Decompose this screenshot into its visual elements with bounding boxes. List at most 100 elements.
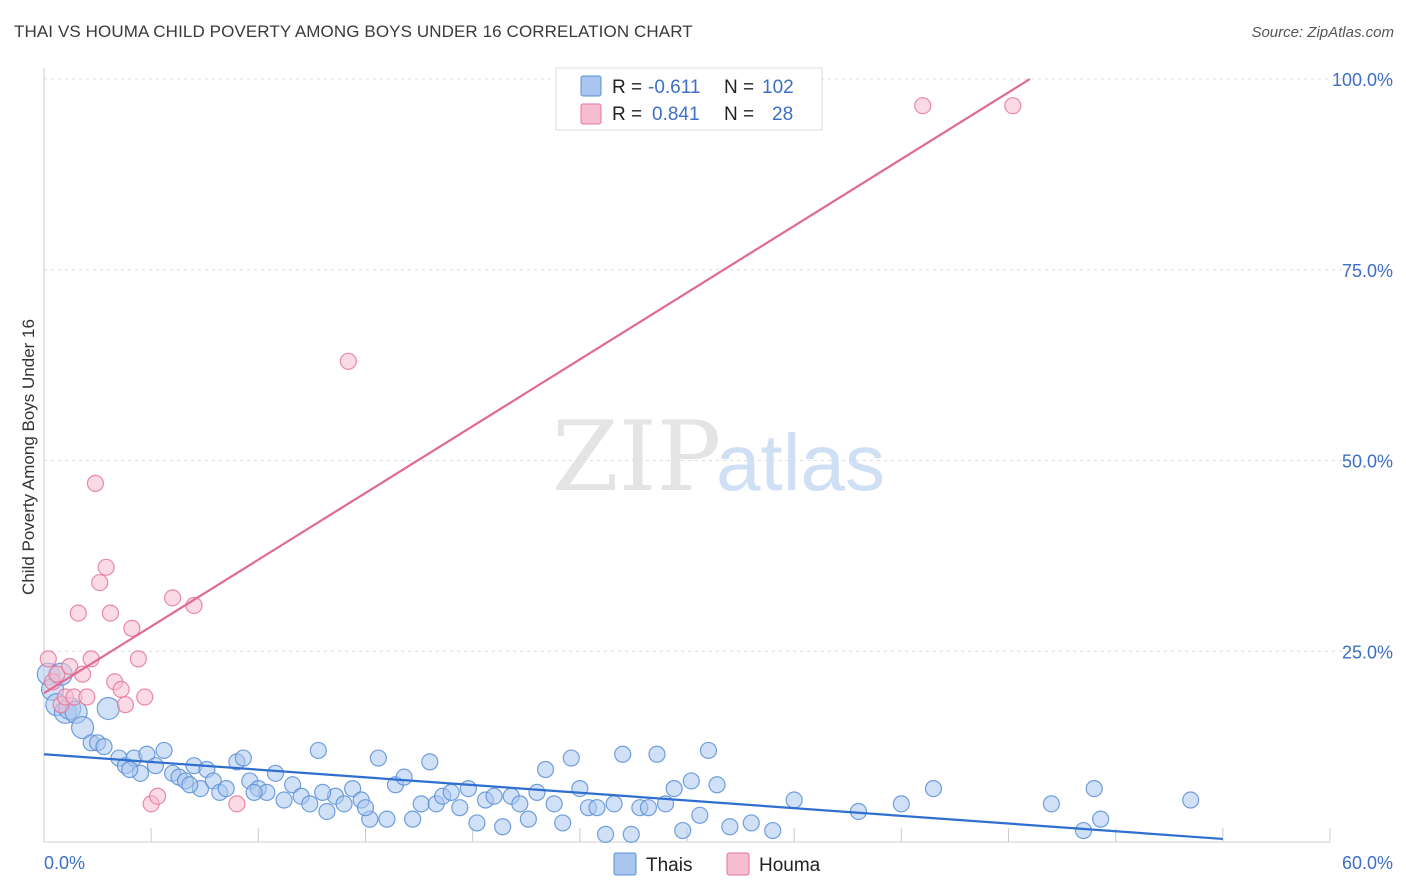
thai-point-44 — [369, 749, 387, 767]
x-tick-label-max: 60.0% — [1342, 853, 1393, 873]
thai-point-77 — [648, 745, 666, 763]
houma-point-12 — [91, 573, 109, 592]
houma-point-2 — [48, 665, 66, 683]
houma-point-16 — [112, 680, 130, 699]
thai-point-65 — [545, 795, 563, 813]
houma-point-9 — [78, 688, 96, 706]
legend-r-value-houma: 0.841 — [652, 104, 700, 125]
thai-point-83 — [699, 741, 718, 760]
x-tick-label-min: 0.0% — [44, 853, 85, 873]
thai-point-49 — [412, 795, 430, 813]
houma-point-7 — [69, 604, 87, 622]
series-thais-points — [36, 662, 1200, 843]
thai-point-32 — [266, 764, 285, 782]
thai-point-73 — [614, 745, 632, 763]
thai-point-58 — [485, 787, 503, 805]
gridlines — [44, 78, 1390, 652]
houma-point-5 — [61, 657, 79, 676]
houma-point-11 — [86, 474, 105, 492]
houma-point-28 — [1004, 97, 1022, 115]
y-tick-label-100: 100.0% — [1332, 70, 1393, 90]
thai-point-81 — [682, 772, 700, 790]
thai-point-90 — [892, 795, 910, 813]
thai-point-94 — [1085, 779, 1103, 798]
watermark: ZIP atlas — [552, 401, 885, 513]
trend-lines — [43, 78, 1223, 841]
thai-trend-line — [43, 753, 1223, 841]
thai-point-88 — [785, 791, 803, 809]
houma-point-25 — [228, 795, 246, 813]
legend-swatch-thai — [580, 75, 602, 97]
thai-point-98 — [121, 760, 139, 779]
source-label: Source: ZipAtlas.com — [1251, 24, 1394, 41]
thai-point-95 — [1092, 810, 1110, 828]
houma-point-17 — [116, 696, 135, 714]
legend-r-value-thai: -0.611 — [648, 77, 700, 98]
thai-point-55 — [459, 779, 477, 798]
y-tick-labels: 25.0% 50.0% 75.0% 100.0% — [1332, 70, 1393, 662]
thai-point-87 — [764, 821, 782, 840]
thai-point-96 — [1182, 791, 1200, 809]
thai-point-36 — [301, 795, 319, 813]
legend-n-value-houma: 28 — [772, 104, 793, 125]
thai-point-56 — [468, 814, 486, 832]
thai-point-85 — [721, 818, 739, 836]
thai-point-59 — [494, 818, 512, 836]
houma-point-18 — [123, 619, 141, 637]
thai-point-45 — [378, 810, 396, 828]
legend-n-label-thai: N = — [724, 77, 754, 98]
houma-point-19 — [129, 650, 147, 668]
thai-point-70 — [588, 799, 606, 817]
thai-point-102 — [356, 799, 375, 817]
legend-n-value-thai: 102 — [762, 77, 794, 98]
thai-point-86 — [742, 814, 760, 832]
houma-point-20 — [136, 688, 154, 706]
legend-swatch-houma — [580, 103, 602, 125]
legend-n-label-houma: N = — [724, 104, 754, 125]
y-tick-label-50: 50.0% — [1342, 452, 1393, 472]
thai-point-100 — [245, 783, 263, 802]
thai-point-37 — [309, 741, 327, 760]
series-legend-swatch-houma — [726, 852, 750, 876]
thai-point-97 — [95, 738, 113, 756]
series-legend-label-thais: Thais — [646, 855, 692, 876]
thai-point-79 — [665, 779, 683, 798]
houma-point-26 — [339, 352, 357, 370]
houma-point-27 — [914, 97, 932, 115]
thai-point-72 — [605, 795, 623, 813]
thai-point-50 — [421, 753, 439, 771]
houma-point-22 — [148, 787, 167, 805]
thai-point-82 — [691, 806, 709, 824]
stats-legend: R = -0.611 N = 102 R = 0.841 N = 28 — [555, 67, 823, 131]
thai-point-10 — [96, 696, 120, 721]
thai-point-74 — [622, 825, 640, 843]
thai-point-17 — [155, 741, 173, 760]
series-legend: Thais Houma — [613, 852, 821, 876]
houma-point-23 — [164, 589, 182, 607]
thai-point-99 — [181, 776, 199, 794]
series-legend-label-houma: Houma — [759, 855, 821, 876]
thai-point-80 — [674, 821, 692, 840]
thai-point-92 — [1042, 795, 1060, 813]
thai-point-48 — [404, 810, 422, 828]
thai-point-63 — [528, 783, 546, 802]
thai-point-26 — [217, 779, 235, 798]
thai-point-16 — [146, 757, 165, 775]
houma-trend-line — [43, 78, 1031, 695]
thai-point-64 — [536, 760, 555, 779]
thai-point-101 — [314, 783, 332, 802]
y-tick-label-25: 25.0% — [1342, 642, 1393, 662]
thai-point-40 — [335, 795, 353, 813]
thai-point-67 — [562, 749, 580, 767]
thai-point-93 — [1074, 821, 1093, 840]
thai-point-62 — [519, 810, 537, 828]
thai-point-66 — [554, 814, 572, 832]
thai-point-91 — [924, 779, 943, 798]
series-houma-points — [39, 97, 1022, 813]
thai-point-54 — [451, 799, 469, 817]
y-tick-label-75: 75.0% — [1342, 261, 1393, 281]
chart-title: THAI VS HOUMA CHILD POVERTY AMONG BOYS U… — [14, 22, 693, 41]
thai-point-84 — [708, 776, 726, 794]
thai-point-76 — [639, 799, 658, 817]
